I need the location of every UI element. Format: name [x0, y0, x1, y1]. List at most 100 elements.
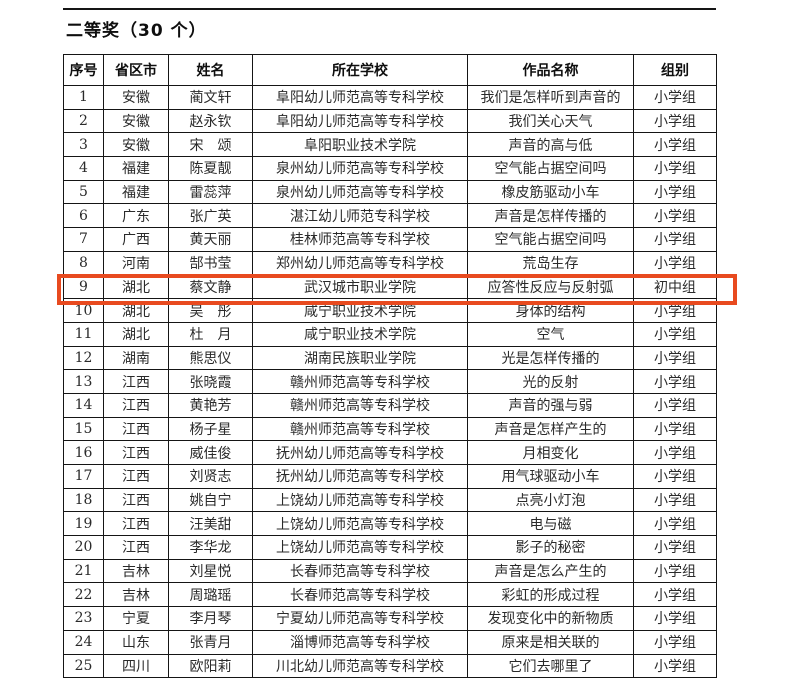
cell-no: 8 [63, 250, 104, 276]
cell-group: 小学组 [633, 132, 717, 158]
table-body: 1 安徽 蔺文轩 阜阳幼儿师范高等专科学校 我们是怎样听到声音的 小学组 2 安徽 赵永钦 阜阳幼… [63, 85, 717, 679]
cell-name: 吴 彤 [168, 298, 253, 323]
cell-school: 长春师范高等专科学校 [252, 558, 468, 584]
cell-prov: 湖北 [103, 298, 169, 323]
cell-work: 声音是怎样产生的 [467, 416, 634, 442]
table-row: 11 湖北杜 月咸宁职业技术学院 空气 小学组 [63, 321, 717, 347]
cell-prov: 江西 [103, 416, 169, 442]
cell-prov: 江西 [103, 511, 169, 537]
cell-no: 15 [63, 416, 104, 442]
cell-no: 11 [63, 321, 104, 347]
cell-school: 川北幼儿师范高等专科学校 [252, 653, 468, 679]
cell-name: 黄艳芳 [168, 392, 253, 418]
table-row: 25 四川 欧阳莉 川北幼儿师范高等专科学校 它们去哪里了 小学组 [63, 653, 717, 679]
cell-no: 18 [63, 487, 104, 513]
cell-work: 我们是怎样听到声音的 [467, 85, 634, 110]
cell-group: 小学组 [633, 298, 717, 323]
cell-name: 蔺文轩 [168, 85, 253, 110]
cell-prov: 广东 [103, 203, 169, 229]
table-row: 3 安徽宋 颂阜阳职业技术学院 声音的高与低 小学组 [63, 132, 717, 158]
cell-work: 荒岛生存 [467, 250, 634, 276]
cell-school: 阜阳职业技术学院 [252, 132, 468, 158]
cell-group: 小学组 [633, 250, 717, 276]
cell-group: 小学组 [633, 606, 717, 631]
cell-name: 杜 月 [168, 321, 253, 347]
cell-name: 张青月 [168, 629, 253, 655]
cell-school: 抚州幼儿师范高等专科学校 [252, 464, 468, 489]
cell-prov: 山东 [103, 629, 169, 655]
cell-name: 李月琴 [168, 606, 253, 631]
cell-name: 姚自宁 [168, 487, 253, 513]
cell-work: 影子的秘密 [467, 535, 634, 560]
cell-name: 杨子星 [168, 416, 253, 442]
cell-work: 用气球驱动小车 [467, 464, 634, 489]
cell-group: 小学组 [633, 108, 717, 134]
cell-name: 宋 颂 [168, 132, 253, 158]
table-row: 17 江西 刘贤志 抚州幼儿师范高等专科学校 用气球驱动小车 小学组 [63, 464, 717, 489]
cell-work: 电与磁 [467, 511, 634, 537]
cell-name: 蔡文静 [168, 274, 253, 300]
cell-school: 阜阳幼儿师范高等专科学校 [252, 85, 468, 110]
cell-prov: 江西 [103, 535, 169, 560]
table-row: 4 福建 陈夏靓 泉州幼儿师范高等专科学校 空气能占据空间吗 小学组 [63, 156, 717, 181]
cell-prov: 广西 [103, 227, 169, 252]
cell-no: 22 [63, 582, 104, 608]
cell-prov: 福建 [103, 179, 169, 205]
cell-group: 小学组 [633, 416, 717, 442]
cell-no: 20 [63, 535, 104, 560]
cell-work: 光的反射 [467, 369, 634, 394]
section-title: 二等奖（30 个） [66, 21, 207, 41]
cell-work: 声音的高与低 [467, 132, 634, 158]
cell-school: 淄博师范高等专科学校 [252, 629, 468, 655]
cell-prov: 河南 [103, 250, 169, 276]
cell-school: 湖南民族职业学院 [252, 345, 468, 371]
table-row: 16 江西 威佳俊 抚州幼儿师范高等专科学校 月相变化 小学组 [63, 440, 717, 465]
cell-work: 原来是相关联的 [467, 629, 634, 655]
cell-name: 张晓霞 [168, 369, 253, 394]
cell-group: 小学组 [633, 321, 717, 347]
cell-group: 小学组 [633, 487, 717, 513]
cell-work: 彩虹的形成过程 [467, 582, 634, 608]
table-row: 9 湖北 蔡文静 武汉城市职业学院 应答性反应与反射弧 初中组 [63, 274, 717, 300]
cell-prov: 江西 [103, 369, 169, 394]
cell-name: 威佳俊 [168, 440, 253, 465]
cell-school: 阜阳幼儿师范高等专科学校 [252, 108, 468, 134]
table-header-row: 序号 省区市 姓名 所在学校 作品名称 组别 [63, 54, 717, 86]
cell-school: 赣州师范高等专科学校 [252, 416, 468, 442]
cell-school: 湛江幼儿师范专科学校 [252, 203, 468, 229]
col-header-no: 序号 [63, 54, 104, 86]
cell-prov: 江西 [103, 464, 169, 489]
cell-no: 7 [63, 227, 104, 252]
cell-work: 我们关心天气 [467, 108, 634, 134]
cell-name: 郜书莹 [168, 250, 253, 276]
cell-no: 9 [63, 274, 104, 300]
table-row: 14 江西 黄艳芳 赣州师范高等专科学校 声音的强与弱 小学组 [63, 392, 717, 418]
cell-no: 23 [63, 606, 104, 631]
table-row: 8 河南 郜书莹 郑州幼儿师范高等专科学校 荒岛生存 小学组 [63, 250, 717, 276]
cell-name: 刘星悦 [168, 558, 253, 584]
cell-group: 小学组 [633, 85, 717, 110]
cell-group: 小学组 [633, 558, 717, 584]
cell-group: 小学组 [633, 464, 717, 489]
cell-no: 2 [63, 108, 104, 134]
cell-no: 25 [63, 653, 104, 679]
cell-no: 13 [63, 369, 104, 394]
cell-no: 12 [63, 345, 104, 371]
cell-no: 17 [63, 464, 104, 489]
cell-no: 24 [63, 629, 104, 655]
cell-group: 小学组 [633, 345, 717, 371]
cell-group: 小学组 [633, 227, 717, 252]
cell-no: 6 [63, 203, 104, 229]
cell-work: 光是怎样传播的 [467, 345, 634, 371]
cell-school: 长春师范高等专科学校 [252, 582, 468, 608]
cell-work: 空气能占据空间吗 [467, 156, 634, 181]
cell-no: 4 [63, 156, 104, 181]
cell-prov: 福建 [103, 156, 169, 181]
table-row: 1 安徽 蔺文轩 阜阳幼儿师范高等专科学校 我们是怎样听到声音的 小学组 [63, 85, 717, 110]
cell-school: 上饶幼儿师范高等专科学校 [252, 535, 468, 560]
cell-prov: 四川 [103, 653, 169, 679]
cell-prov: 吉林 [103, 582, 169, 608]
cell-prov: 宁夏 [103, 606, 169, 631]
table-row: 15 江西 杨子星 赣州师范高等专科学校 声音是怎样产生的 小学组 [63, 416, 717, 442]
